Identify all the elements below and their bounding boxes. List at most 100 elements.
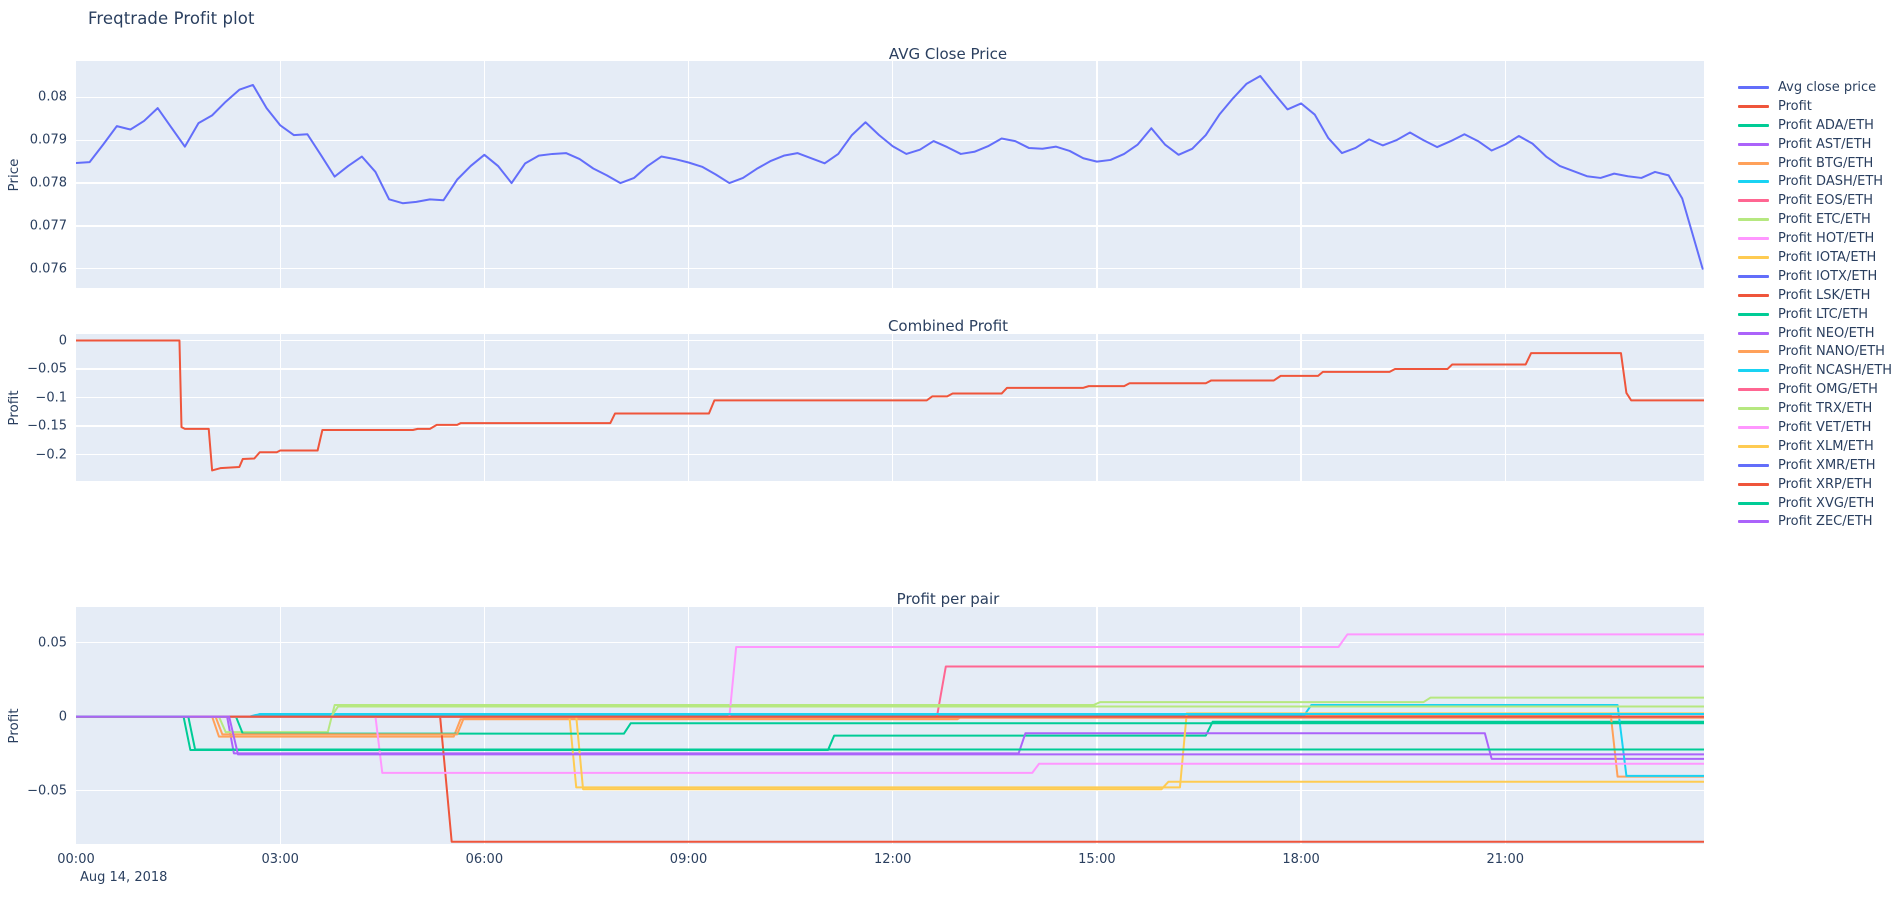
gridline-vertical (483, 334, 485, 481)
y-axis-tick-mark (71, 268, 76, 270)
legend-item-label: Profit OMG/ETH (1778, 382, 1878, 398)
series-line[interactable] (76, 665, 1704, 718)
gridline-vertical (1096, 61, 1098, 288)
legend-item-label: Profit NEO/ETH (1778, 325, 1875, 341)
legend-item-label: Profit (1778, 98, 1812, 114)
legend-item[interactable]: Profit LTC/ETH (1738, 305, 1892, 324)
legend: Avg close price Profit Profit ADA/ETH Profi… (1738, 78, 1892, 531)
plot-area-combined-profit[interactable] (76, 334, 1704, 481)
y-axis-tick-mark (71, 396, 76, 399)
legend-color-swatch (1738, 142, 1769, 146)
y-axis-tick-label: 0.05 (38, 635, 67, 651)
page-title: Freqtrade Profit plot (88, 9, 255, 28)
x-axis-tick-mark (1096, 844, 1098, 849)
gridline-vertical (1300, 607, 1302, 844)
y-axis-tick-mark (71, 225, 76, 227)
legend-item[interactable]: Profit OMG/ETH (1738, 380, 1892, 399)
series-line[interactable] (76, 74, 1704, 270)
y-axis-tick-mark (71, 425, 76, 427)
legend-item[interactable]: Profit ADA/ETH (1738, 116, 1892, 135)
legend-item[interactable]: Profit EOS/ETH (1738, 191, 1892, 210)
legend-item[interactable]: Profit XLM/ETH (1738, 437, 1892, 456)
legend-item-label: Profit ADA/ETH (1778, 117, 1874, 133)
gridline-vertical (892, 607, 894, 844)
legend-item-label: Profit BTG/ETH (1778, 155, 1874, 171)
legend-item[interactable]: Profit NEO/ETH (1738, 324, 1892, 343)
series-layer (76, 339, 1704, 472)
legend-item[interactable]: Avg close price (1738, 78, 1892, 97)
legend-item-label: Profit XMR/ETH (1778, 457, 1876, 473)
y-axis-tick-mark (71, 182, 76, 184)
legend-item-label: Profit HOT/ETH (1778, 231, 1875, 247)
legend-item[interactable]: Profit NANO/ETH (1738, 342, 1892, 361)
y-axis-tick-label: −0.1 (35, 390, 67, 406)
series-line[interactable] (76, 715, 1704, 756)
legend-color-swatch (1738, 444, 1769, 448)
legend-color-swatch (1738, 463, 1769, 467)
legend-item[interactable]: Profit IOTA/ETH (1738, 248, 1892, 267)
gridline-vertical (687, 607, 690, 844)
y-axis-tick-label: 0 (58, 709, 67, 725)
gridline-vertical (1504, 61, 1506, 288)
series-line[interactable] (76, 696, 1704, 734)
gridline-horizontal (76, 641, 1704, 644)
legend-item[interactable]: Profit XRP/ETH (1738, 475, 1892, 494)
gridline-vertical (279, 61, 281, 288)
x-axis-tick-label: 03:00 (261, 852, 299, 867)
plot-area-avg-close-price[interactable] (76, 61, 1704, 288)
legend-color-swatch (1738, 293, 1769, 297)
legend-item-label: Profit ZEC/ETH (1778, 514, 1873, 530)
x-axis-tick-label: 21:00 (1486, 852, 1524, 867)
series-line[interactable] (76, 715, 1704, 774)
legend-item[interactable]: Profit AST/ETH (1738, 135, 1892, 154)
legend-item[interactable]: Profit BTG/ETH (1738, 154, 1892, 173)
legend-color-swatch (1738, 407, 1769, 411)
y-axis-title-profit-per-pair: Profit (6, 707, 22, 744)
legend-color-swatch (1738, 425, 1769, 429)
legend-item[interactable]: Profit NCASH/ETH (1738, 361, 1892, 380)
gridline-vertical (1300, 61, 1302, 288)
x-axis-tick-label: 18:00 (1282, 852, 1320, 867)
legend-item-label: Profit IOTA/ETH (1778, 249, 1877, 265)
legend-item[interactable]: Profit ETC/ETH (1738, 210, 1892, 229)
x-axis-tick-label: 09:00 (669, 852, 708, 867)
legend-item[interactable]: Profit VET/ETH (1738, 418, 1892, 437)
legend-color-swatch (1738, 255, 1769, 259)
legend-item[interactable]: Profit (1738, 97, 1892, 116)
legend-item[interactable]: Profit IOTX/ETH (1738, 267, 1892, 286)
legend-color-swatch (1738, 520, 1769, 524)
y-axis-tick-mark (71, 453, 76, 456)
legend-item[interactable]: Profit XMR/ETH (1738, 456, 1892, 475)
legend-item-label: Profit XRP/ETH (1778, 476, 1873, 492)
legend-item-label: Profit LTC/ETH (1778, 306, 1869, 322)
series-line[interactable] (76, 339, 1704, 472)
gridline-vertical (279, 334, 281, 481)
series-line[interactable] (76, 713, 1704, 778)
y-axis-tick-label: −0.15 (27, 418, 67, 434)
legend-color-swatch (1738, 312, 1769, 316)
legend-color-swatch (1738, 180, 1769, 184)
subplot-title-combined-profit: Combined Profit (887, 317, 1009, 335)
legend-item[interactable]: Profit ZEC/ETH (1738, 512, 1892, 531)
x-axis-tick-label: 00:00 (57, 852, 95, 867)
x-axis-tick-mark (279, 844, 281, 849)
gridline-vertical (483, 607, 485, 844)
legend-color-swatch (1738, 350, 1769, 354)
subplot-title-profit-per-pair: Profit per pair (896, 590, 1000, 608)
gridline-vertical (279, 607, 281, 844)
legend-item[interactable]: Profit XVG/ETH (1738, 494, 1892, 513)
x-axis-tick-label: 12:00 (873, 852, 912, 867)
legend-item[interactable]: Profit DASH/ETH (1738, 172, 1892, 191)
legend-color-swatch (1738, 161, 1769, 165)
legend-item[interactable]: Profit HOT/ETH (1738, 229, 1892, 248)
legend-color-swatch (1738, 237, 1769, 241)
series-layer (76, 633, 1704, 843)
legend-item[interactable]: Profit TRX/ETH (1738, 399, 1892, 418)
y-axis-tick-mark (71, 139, 76, 141)
gridline-vertical (1504, 607, 1506, 844)
x-axis-tick-mark (892, 844, 894, 849)
plot-area-profit-per-pair[interactable] (76, 607, 1704, 844)
y-axis-tick-mark (71, 641, 76, 644)
legend-item[interactable]: Profit LSK/ETH (1738, 286, 1892, 305)
gridline-horizontal (76, 425, 1704, 427)
